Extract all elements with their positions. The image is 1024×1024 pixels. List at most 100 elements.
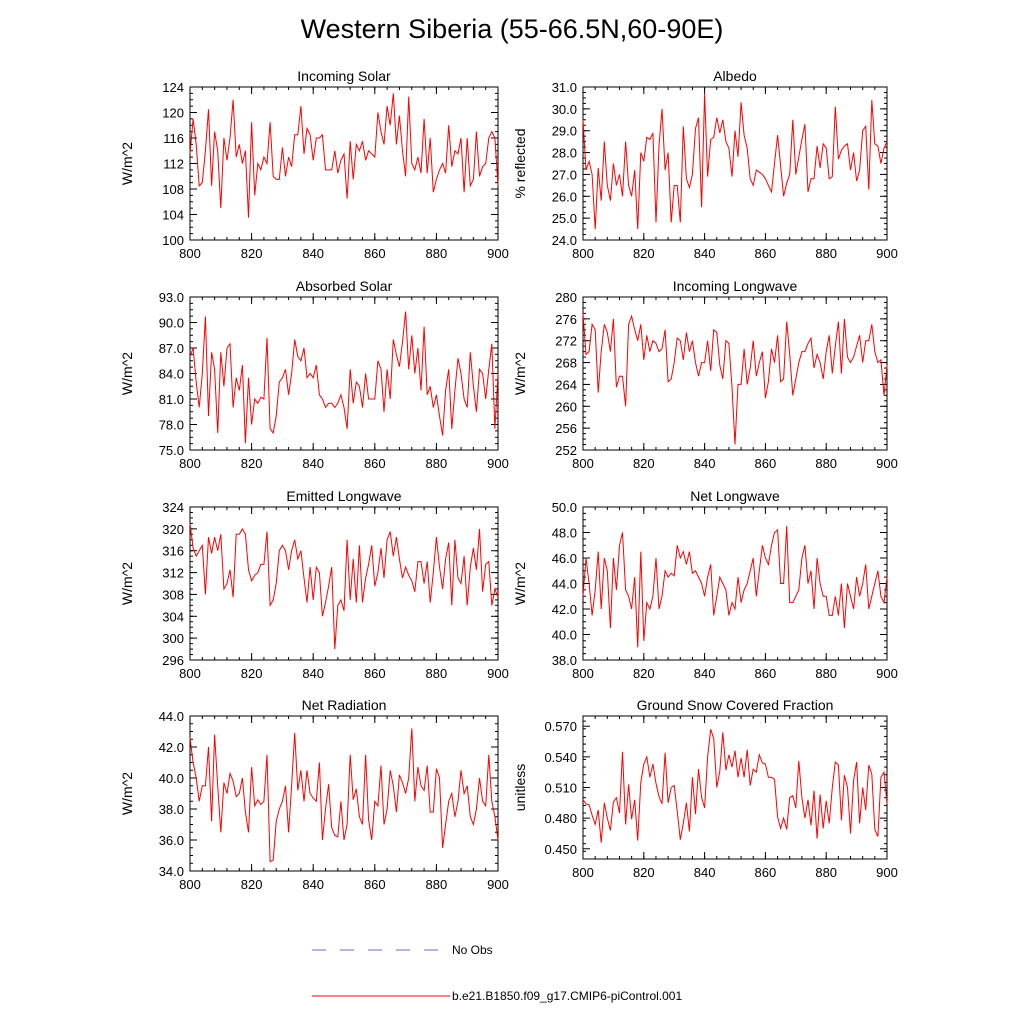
series-line xyxy=(189,728,499,863)
x-tick-label: 880 xyxy=(815,865,837,880)
y-tick-label: 324 xyxy=(162,500,184,515)
panel-4: Emitted Longwave W/m^2 800 820 840 860 880 900 2… xyxy=(119,488,509,681)
y-tick-label: 0.540 xyxy=(544,750,577,765)
x-tick-label: 900 xyxy=(487,456,509,471)
panel-7: Ground Snow Covered Fraction unitless 800 8… xyxy=(512,697,898,880)
panel-title: Emitted Longwave xyxy=(286,488,401,504)
x-tick-label: 860 xyxy=(755,865,777,880)
y-tick-label: 280 xyxy=(555,290,577,305)
y-tick-label: 31.0 xyxy=(552,80,577,95)
y-tick-label: 38.0 xyxy=(159,802,184,817)
y-tick-label: 108 xyxy=(162,182,184,197)
x-tick-label: 820 xyxy=(633,865,655,880)
x-tick-label: 860 xyxy=(755,246,777,261)
x-tick-label: 800 xyxy=(572,666,594,681)
x-tick-label: 900 xyxy=(876,246,898,261)
x-tick-label: 880 xyxy=(815,456,837,471)
y-tick-label: 36.0 xyxy=(159,833,184,848)
y-tick-label: 30.0 xyxy=(552,102,577,117)
y-tick-label: 100 xyxy=(162,233,184,248)
panel-title: Absorbed Solar xyxy=(296,278,393,294)
x-tick-label: 820 xyxy=(633,666,655,681)
x-tick-label: 800 xyxy=(572,456,594,471)
y-tick-label: 252 xyxy=(555,443,577,458)
x-tick-label: 820 xyxy=(633,246,655,261)
panel-0: Incoming Solar W/m^2 800 820 840 860 880 900 100… xyxy=(119,68,509,261)
x-tick-label: 880 xyxy=(815,666,837,681)
y-tick-label: 29.0 xyxy=(552,124,577,139)
y-tick-label: 112 xyxy=(163,157,184,172)
x-tick-label: 800 xyxy=(179,456,201,471)
panel-title: Net Radiation xyxy=(302,697,387,713)
x-tick-label: 860 xyxy=(755,666,777,681)
y-tick-label: 81.0 xyxy=(159,392,184,407)
y-tick-label: 25.0 xyxy=(552,211,577,226)
y-tick-label: 256 xyxy=(555,421,577,436)
y-tick-label: 42.0 xyxy=(552,602,577,617)
legend-model-label: b.e21.B1850.f09_g17.CMIP6-piControl.001 xyxy=(452,989,683,1003)
y-tick-label: 50.0 xyxy=(552,500,577,515)
x-tick-label: 860 xyxy=(364,456,386,471)
figure-title: Western Siberia (55-66.5N,60-90E) xyxy=(300,14,724,44)
y-tick-label: 120 xyxy=(162,106,184,121)
y-tick-label: 296 xyxy=(162,653,184,668)
y-tick-label: 104 xyxy=(162,208,184,223)
x-tick-label: 800 xyxy=(572,246,594,261)
x-tick-label: 900 xyxy=(487,246,509,261)
y-tick-label: 276 xyxy=(555,312,577,327)
panel-6: Net Radiation W/m^2 800 820 840 860 880 900 34.0… xyxy=(119,697,509,892)
y-tick-label: 48.0 xyxy=(552,526,577,541)
y-tick-label: 0.570 xyxy=(544,719,577,734)
y-axis-label: % reflected xyxy=(512,128,528,198)
series-line xyxy=(582,526,888,648)
y-tick-label: 34.0 xyxy=(159,864,184,879)
panel-title: Ground Snow Covered Fraction xyxy=(637,697,834,713)
x-tick-label: 840 xyxy=(694,456,716,471)
x-tick-label: 820 xyxy=(241,877,263,892)
y-tick-label: 75.0 xyxy=(159,443,184,458)
y-tick-label: 300 xyxy=(162,631,184,646)
y-tick-label: 272 xyxy=(555,334,577,349)
y-tick-label: 44.0 xyxy=(552,577,577,592)
y-tick-label: 124 xyxy=(162,80,184,95)
x-tick-label: 900 xyxy=(876,666,898,681)
x-tick-label: 800 xyxy=(179,666,201,681)
series-line xyxy=(582,729,888,843)
x-tick-label: 840 xyxy=(694,666,716,681)
y-tick-label: 40.0 xyxy=(159,771,184,786)
y-axis-label: W/m^2 xyxy=(119,562,135,605)
x-tick-label: 840 xyxy=(694,246,716,261)
y-tick-label: 78.0 xyxy=(159,418,184,433)
y-tick-label: 40.0 xyxy=(552,628,577,643)
y-tick-label: 38.0 xyxy=(552,653,577,668)
x-tick-label: 840 xyxy=(694,865,716,880)
panel-title: Incoming Longwave xyxy=(673,278,798,294)
x-tick-label: 800 xyxy=(179,877,201,892)
series-line xyxy=(189,311,499,444)
y-tick-label: 42.0 xyxy=(159,740,184,755)
y-tick-label: 312 xyxy=(162,566,184,581)
y-axis-label: W/m^2 xyxy=(512,562,528,605)
x-tick-label: 900 xyxy=(487,877,509,892)
x-tick-label: 800 xyxy=(572,865,594,880)
x-tick-label: 820 xyxy=(241,666,263,681)
y-axis-label: W/m^2 xyxy=(512,352,528,395)
y-tick-label: 24.0 xyxy=(552,233,577,248)
y-tick-label: 46.0 xyxy=(552,551,577,566)
panel-title: Incoming Solar xyxy=(297,68,391,84)
x-tick-label: 880 xyxy=(426,246,448,261)
y-tick-label: 260 xyxy=(555,399,577,414)
x-tick-label: 880 xyxy=(426,666,448,681)
panel-title: Albedo xyxy=(713,68,757,84)
y-tick-label: 44.0 xyxy=(159,709,184,724)
y-tick-label: 320 xyxy=(162,522,184,537)
panel-title: Net Longwave xyxy=(690,488,780,504)
x-tick-label: 880 xyxy=(426,877,448,892)
panel-1: Albedo % reflected 800 820 840 860 880 900 24.0 2… xyxy=(512,68,898,261)
y-tick-label: 26.0 xyxy=(552,189,577,204)
y-tick-label: 0.480 xyxy=(544,811,577,826)
panel-5: Net Longwave W/m^2 800 820 840 860 880 900 38.0 4… xyxy=(512,488,898,681)
